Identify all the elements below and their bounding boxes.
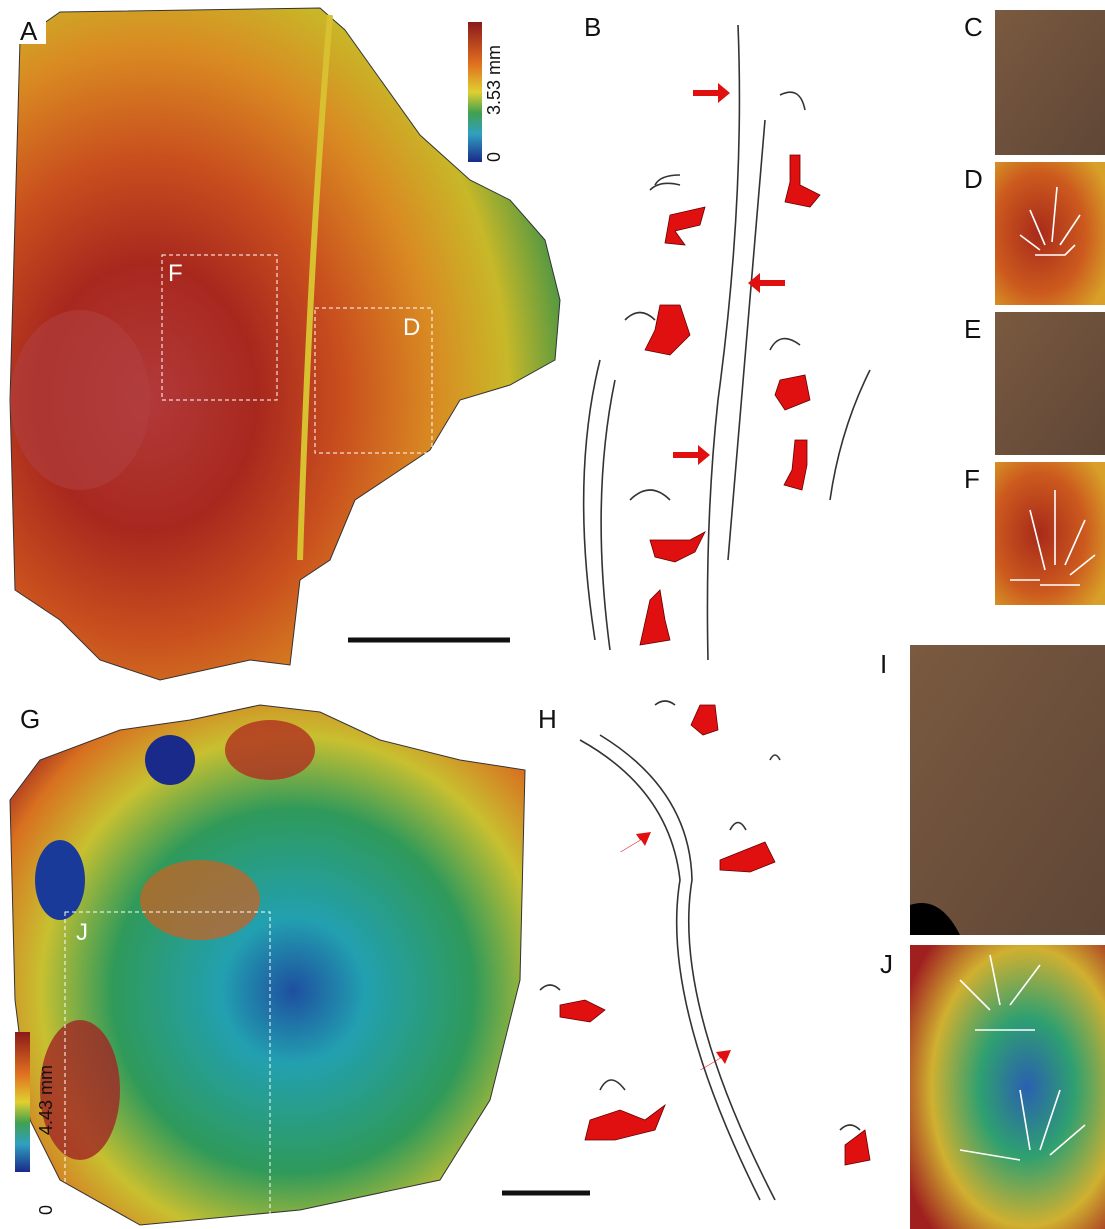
panel-label: E xyxy=(964,314,981,344)
label-bg xyxy=(12,14,46,44)
arrow xyxy=(700,1050,731,1070)
footprint xyxy=(774,374,811,411)
footprint xyxy=(664,206,706,246)
footprint xyxy=(690,704,719,736)
footprint xyxy=(559,999,606,1023)
high xyxy=(225,720,315,780)
panel-label: F xyxy=(964,464,980,494)
depression xyxy=(145,735,195,785)
height-map xyxy=(995,162,1105,305)
panel-label: A xyxy=(20,16,38,46)
panel-label: C xyxy=(964,12,983,42)
footprint xyxy=(719,841,776,873)
trail-line xyxy=(706,24,741,661)
trail-line xyxy=(582,359,601,641)
inset-box xyxy=(64,911,271,1228)
colorbar-max: 4.43 mm xyxy=(36,1065,56,1135)
photo xyxy=(995,312,1105,455)
inset-box xyxy=(161,254,278,401)
colorbar xyxy=(15,1032,30,1172)
colorbar-min: 0 xyxy=(484,152,504,162)
panel-label: D xyxy=(964,164,983,194)
height-map xyxy=(995,462,1105,605)
trace xyxy=(539,700,861,1131)
trace xyxy=(624,91,806,501)
photo xyxy=(995,10,1105,155)
panel-label: I xyxy=(880,649,887,679)
panel-label: H xyxy=(538,704,557,734)
height-map-a xyxy=(9,7,561,681)
footprint xyxy=(784,154,821,208)
trace xyxy=(1019,186,1081,256)
trail-line xyxy=(727,119,766,561)
colorbar-min: 0 xyxy=(36,1205,56,1215)
footprint xyxy=(644,304,691,356)
trail-line xyxy=(600,379,616,651)
high xyxy=(140,860,260,940)
trace xyxy=(1010,490,1096,586)
photo xyxy=(910,645,1105,935)
panel-label: G xyxy=(20,704,40,734)
high xyxy=(40,1020,120,1160)
panel-label: J xyxy=(880,949,893,979)
arrow xyxy=(748,273,785,293)
footprint xyxy=(639,589,671,646)
trail-groove xyxy=(297,14,333,561)
depression xyxy=(35,840,85,920)
trail-line xyxy=(599,734,776,1201)
colorbar xyxy=(468,22,482,162)
inset-label: F xyxy=(168,260,183,287)
arrow xyxy=(620,832,651,852)
arrow xyxy=(693,83,730,103)
inset-label: J xyxy=(76,919,88,946)
panel-label: B xyxy=(584,12,601,42)
shadow xyxy=(910,903,960,935)
height-map-g xyxy=(9,704,526,1226)
colorbar-max: 3.53 mm xyxy=(484,45,504,115)
inset-label: D xyxy=(403,314,420,341)
footprint xyxy=(844,1129,871,1166)
depression xyxy=(10,310,150,490)
trail-line xyxy=(829,369,871,501)
footprint xyxy=(584,1103,666,1141)
footprint xyxy=(783,439,808,491)
inset-box xyxy=(314,307,433,454)
arrow xyxy=(673,445,710,465)
footprint xyxy=(649,531,706,563)
height-map xyxy=(910,945,1105,1229)
trace xyxy=(959,954,1086,1161)
trail-line xyxy=(579,739,761,1201)
